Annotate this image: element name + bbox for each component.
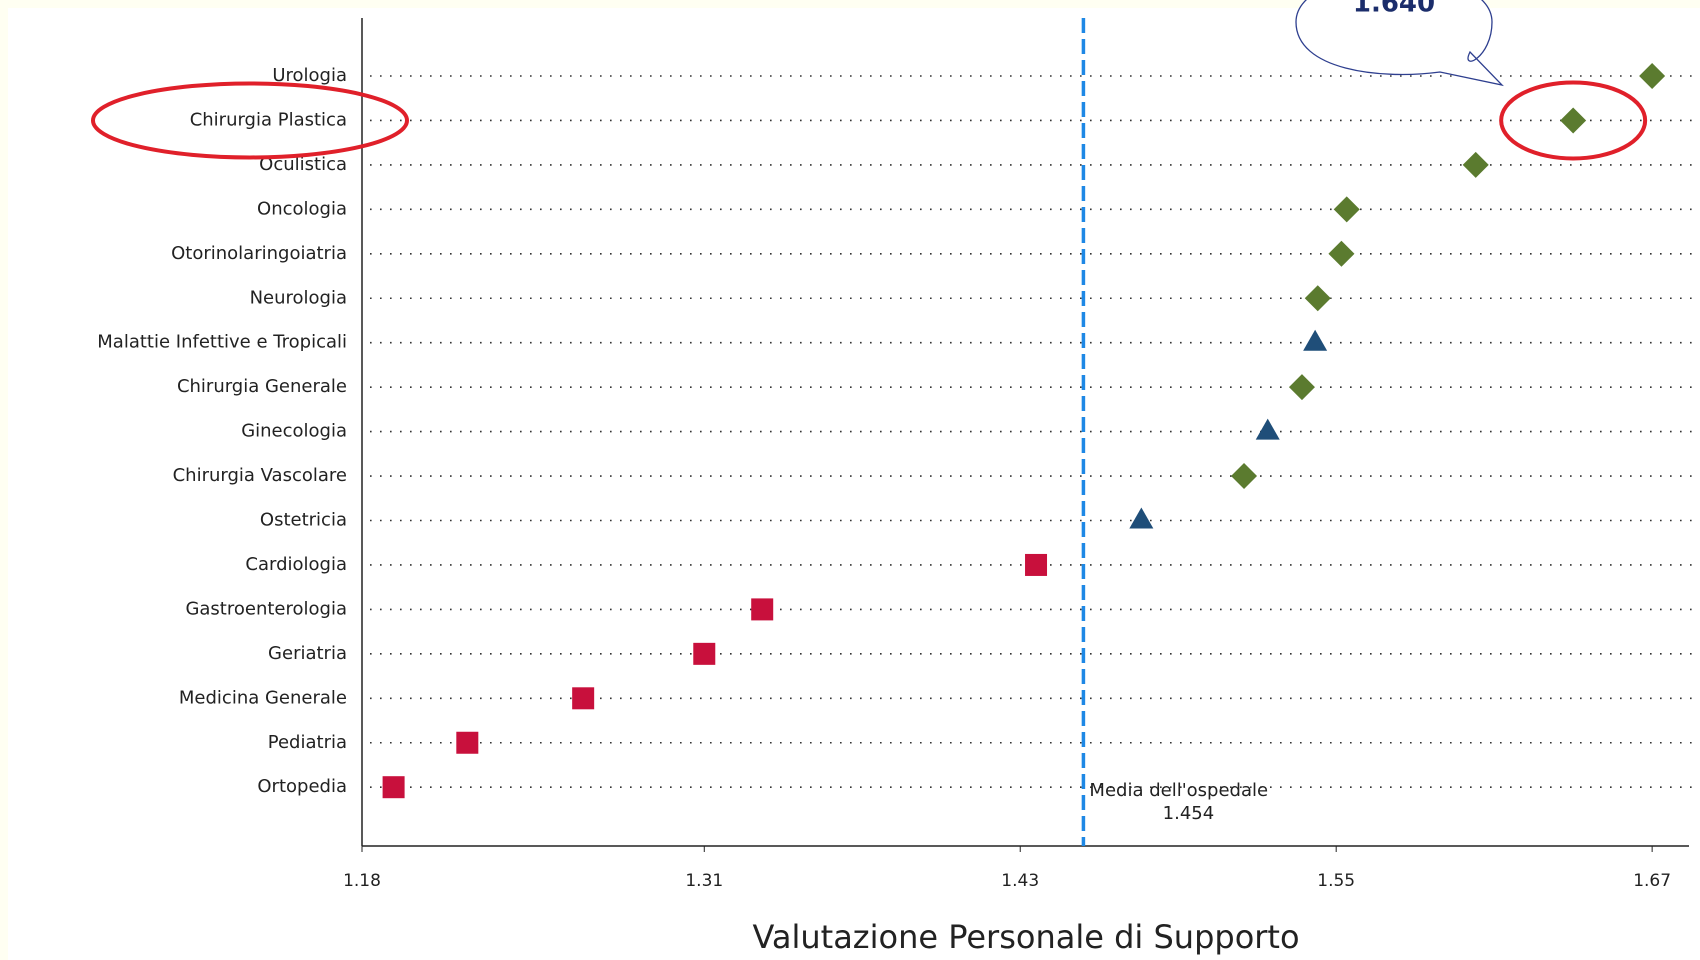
triangle-marker	[1255, 418, 1280, 440]
y-tick-label: Pediatria	[268, 732, 347, 753]
square-marker	[1025, 553, 1048, 576]
y-tick-label: Otorinolaringoiatria	[171, 243, 347, 264]
diamond-marker	[1304, 285, 1331, 312]
y-tick-label: Ginecologia	[241, 421, 347, 442]
reference-value: 1.454	[1163, 803, 1215, 824]
square-marker	[382, 776, 405, 799]
x-tick-label: 1.18	[343, 871, 381, 891]
diamond-marker	[1333, 196, 1360, 223]
y-tick-label: Medicina Generale	[179, 687, 347, 708]
square-marker	[456, 731, 479, 754]
y-tick-label: Urologia	[272, 65, 347, 86]
y-tick-label: Malattie Infettive e Tropicali	[97, 332, 347, 353]
y-tick-label: Chirurgia Vascolare	[173, 465, 347, 486]
y-tick-label: Gastroenterologia	[185, 598, 347, 619]
y-tick-label: Ortopedia	[257, 776, 347, 797]
x-tick-label: 1.31	[685, 871, 723, 891]
diamond-marker	[1231, 463, 1258, 490]
callout-bubble	[1295, 0, 1504, 87]
diamond-marker	[1328, 240, 1355, 267]
y-tick-label: Chirurgia Plastica	[190, 109, 347, 130]
callout-label: 1.640	[1353, 0, 1435, 19]
diamond-marker	[1462, 151, 1489, 178]
x-tick-label: 1.43	[1001, 871, 1039, 891]
square-marker	[693, 642, 716, 665]
y-tick-label: Ostetricia	[260, 510, 347, 531]
x-tick-label: 1.55	[1317, 871, 1355, 891]
diamond-marker	[1560, 107, 1587, 134]
plot-background	[8, 8, 1700, 960]
triangle-marker	[1129, 507, 1154, 529]
y-tick-label: Oncologia	[257, 198, 347, 219]
reference-label: Media dell'ospedale	[1089, 780, 1268, 801]
diamond-marker	[1639, 63, 1666, 89]
y-tick-label: Oculistica	[259, 154, 347, 175]
y-tick-label: Chirurgia Generale	[177, 376, 347, 397]
diamond-marker	[1288, 374, 1315, 401]
y-tick-label: Neurologia	[250, 287, 347, 308]
y-tick-label: Geriatria	[268, 643, 347, 664]
highlight-ellipse	[1499, 80, 1648, 161]
triangle-marker	[1303, 329, 1328, 351]
y-tick-label: Cardiologia	[245, 554, 347, 575]
square-marker	[572, 687, 595, 710]
square-marker	[751, 598, 774, 621]
x-axis-title: Valutazione Personale di Supporto	[752, 918, 1299, 956]
highlight-ellipse	[91, 81, 409, 160]
x-tick-label: 1.67	[1633, 871, 1671, 891]
